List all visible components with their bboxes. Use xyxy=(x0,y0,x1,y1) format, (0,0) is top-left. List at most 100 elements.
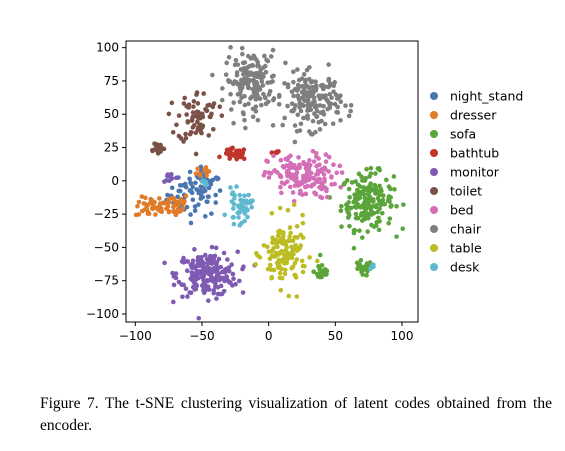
point-bed xyxy=(271,153,276,159)
point-chair xyxy=(296,97,302,102)
point-chair xyxy=(231,120,236,126)
point-dresser xyxy=(172,198,178,204)
point-chair xyxy=(310,79,315,84)
point-toilet xyxy=(156,144,162,150)
point-dresser xyxy=(165,204,171,209)
point-chair xyxy=(253,97,259,102)
point-chair xyxy=(255,63,260,69)
point-monitor xyxy=(240,290,246,295)
point-table xyxy=(294,248,300,253)
point-night_stand xyxy=(204,199,210,204)
legend-label-bathtub: bathtub xyxy=(450,146,499,161)
point-toilet xyxy=(204,108,210,113)
point-sofa xyxy=(353,211,359,217)
point-table xyxy=(267,256,273,262)
point-sofa xyxy=(364,273,369,278)
point-monitor xyxy=(237,278,242,284)
point-table xyxy=(289,255,295,261)
point-chair xyxy=(249,72,255,77)
point-chair xyxy=(253,71,258,76)
point-bed xyxy=(331,162,336,167)
point-chair xyxy=(326,78,331,83)
point-table xyxy=(280,233,286,238)
point-toilet xyxy=(181,101,187,106)
point-night_stand xyxy=(190,184,196,190)
point-chair xyxy=(303,79,308,85)
legend-label-monitor: monitor xyxy=(450,165,500,180)
point-bed xyxy=(323,159,329,164)
point-chair xyxy=(327,102,333,108)
y-tick-label: 0 xyxy=(111,174,119,188)
point-dresser xyxy=(202,167,207,172)
point-sofa xyxy=(371,198,376,204)
point-bed xyxy=(324,186,329,192)
point-bed xyxy=(308,170,314,176)
point-monitor xyxy=(230,271,236,277)
point-night_stand xyxy=(184,204,190,210)
point-desk xyxy=(230,214,236,220)
point-monitor xyxy=(231,276,236,282)
point-chair xyxy=(265,80,270,85)
point-monitor xyxy=(173,275,179,281)
point-table xyxy=(273,250,279,256)
point-dresser xyxy=(206,169,212,174)
point-chair xyxy=(291,93,296,99)
point-chair xyxy=(260,83,266,88)
point-monitor xyxy=(170,270,175,276)
point-sofa xyxy=(318,271,323,277)
point-night_stand xyxy=(209,211,214,216)
point-chair xyxy=(325,106,330,112)
legend-marker-monitor xyxy=(430,168,438,176)
point-monitor xyxy=(240,266,245,272)
point-chair xyxy=(244,76,249,82)
point-chair xyxy=(245,85,251,91)
point-chair xyxy=(289,89,295,94)
point-night_stand xyxy=(176,188,181,194)
point-table xyxy=(267,262,273,268)
point-chair xyxy=(283,60,288,66)
point-bed xyxy=(305,161,311,167)
point-monitor xyxy=(196,263,202,269)
point-sofa xyxy=(317,252,323,258)
point-toilet xyxy=(155,148,161,154)
point-chair xyxy=(332,101,338,107)
point-sofa xyxy=(378,202,384,208)
point-bed xyxy=(261,173,267,178)
point-desk xyxy=(368,266,373,272)
point-chair xyxy=(254,88,259,94)
point-toilet xyxy=(211,127,216,132)
point-chair xyxy=(297,101,303,107)
point-chair xyxy=(285,82,291,87)
point-monitor xyxy=(190,264,195,270)
point-table xyxy=(278,287,284,293)
point-sofa xyxy=(314,271,320,277)
point-toilet xyxy=(185,120,191,125)
point-monitor xyxy=(213,268,218,274)
point-bed xyxy=(290,190,296,195)
point-night_stand xyxy=(187,176,192,182)
point-desk xyxy=(236,215,241,220)
point-bed xyxy=(288,153,293,159)
point-bed xyxy=(296,155,301,160)
point-chair xyxy=(282,81,287,86)
point-dresser xyxy=(195,166,201,171)
point-sofa xyxy=(346,186,352,192)
point-sofa xyxy=(353,199,359,205)
point-sofa xyxy=(386,220,391,226)
figure-caption: Figure 7. The t-SNE clustering visualiza… xyxy=(40,395,552,434)
point-bathtub xyxy=(241,147,247,152)
point-desk xyxy=(229,199,235,204)
point-toilet xyxy=(176,113,182,118)
point-chair xyxy=(310,101,315,107)
point-desk xyxy=(231,206,236,211)
point-toilet xyxy=(166,111,172,117)
point-toilet xyxy=(193,151,199,157)
point-chair xyxy=(317,103,323,108)
point-sofa xyxy=(338,208,344,214)
point-desk xyxy=(222,212,228,218)
point-sofa xyxy=(359,218,365,223)
point-chair xyxy=(313,88,319,93)
point-chair xyxy=(310,91,315,97)
point-bed xyxy=(264,158,269,164)
point-monitor xyxy=(174,175,179,181)
